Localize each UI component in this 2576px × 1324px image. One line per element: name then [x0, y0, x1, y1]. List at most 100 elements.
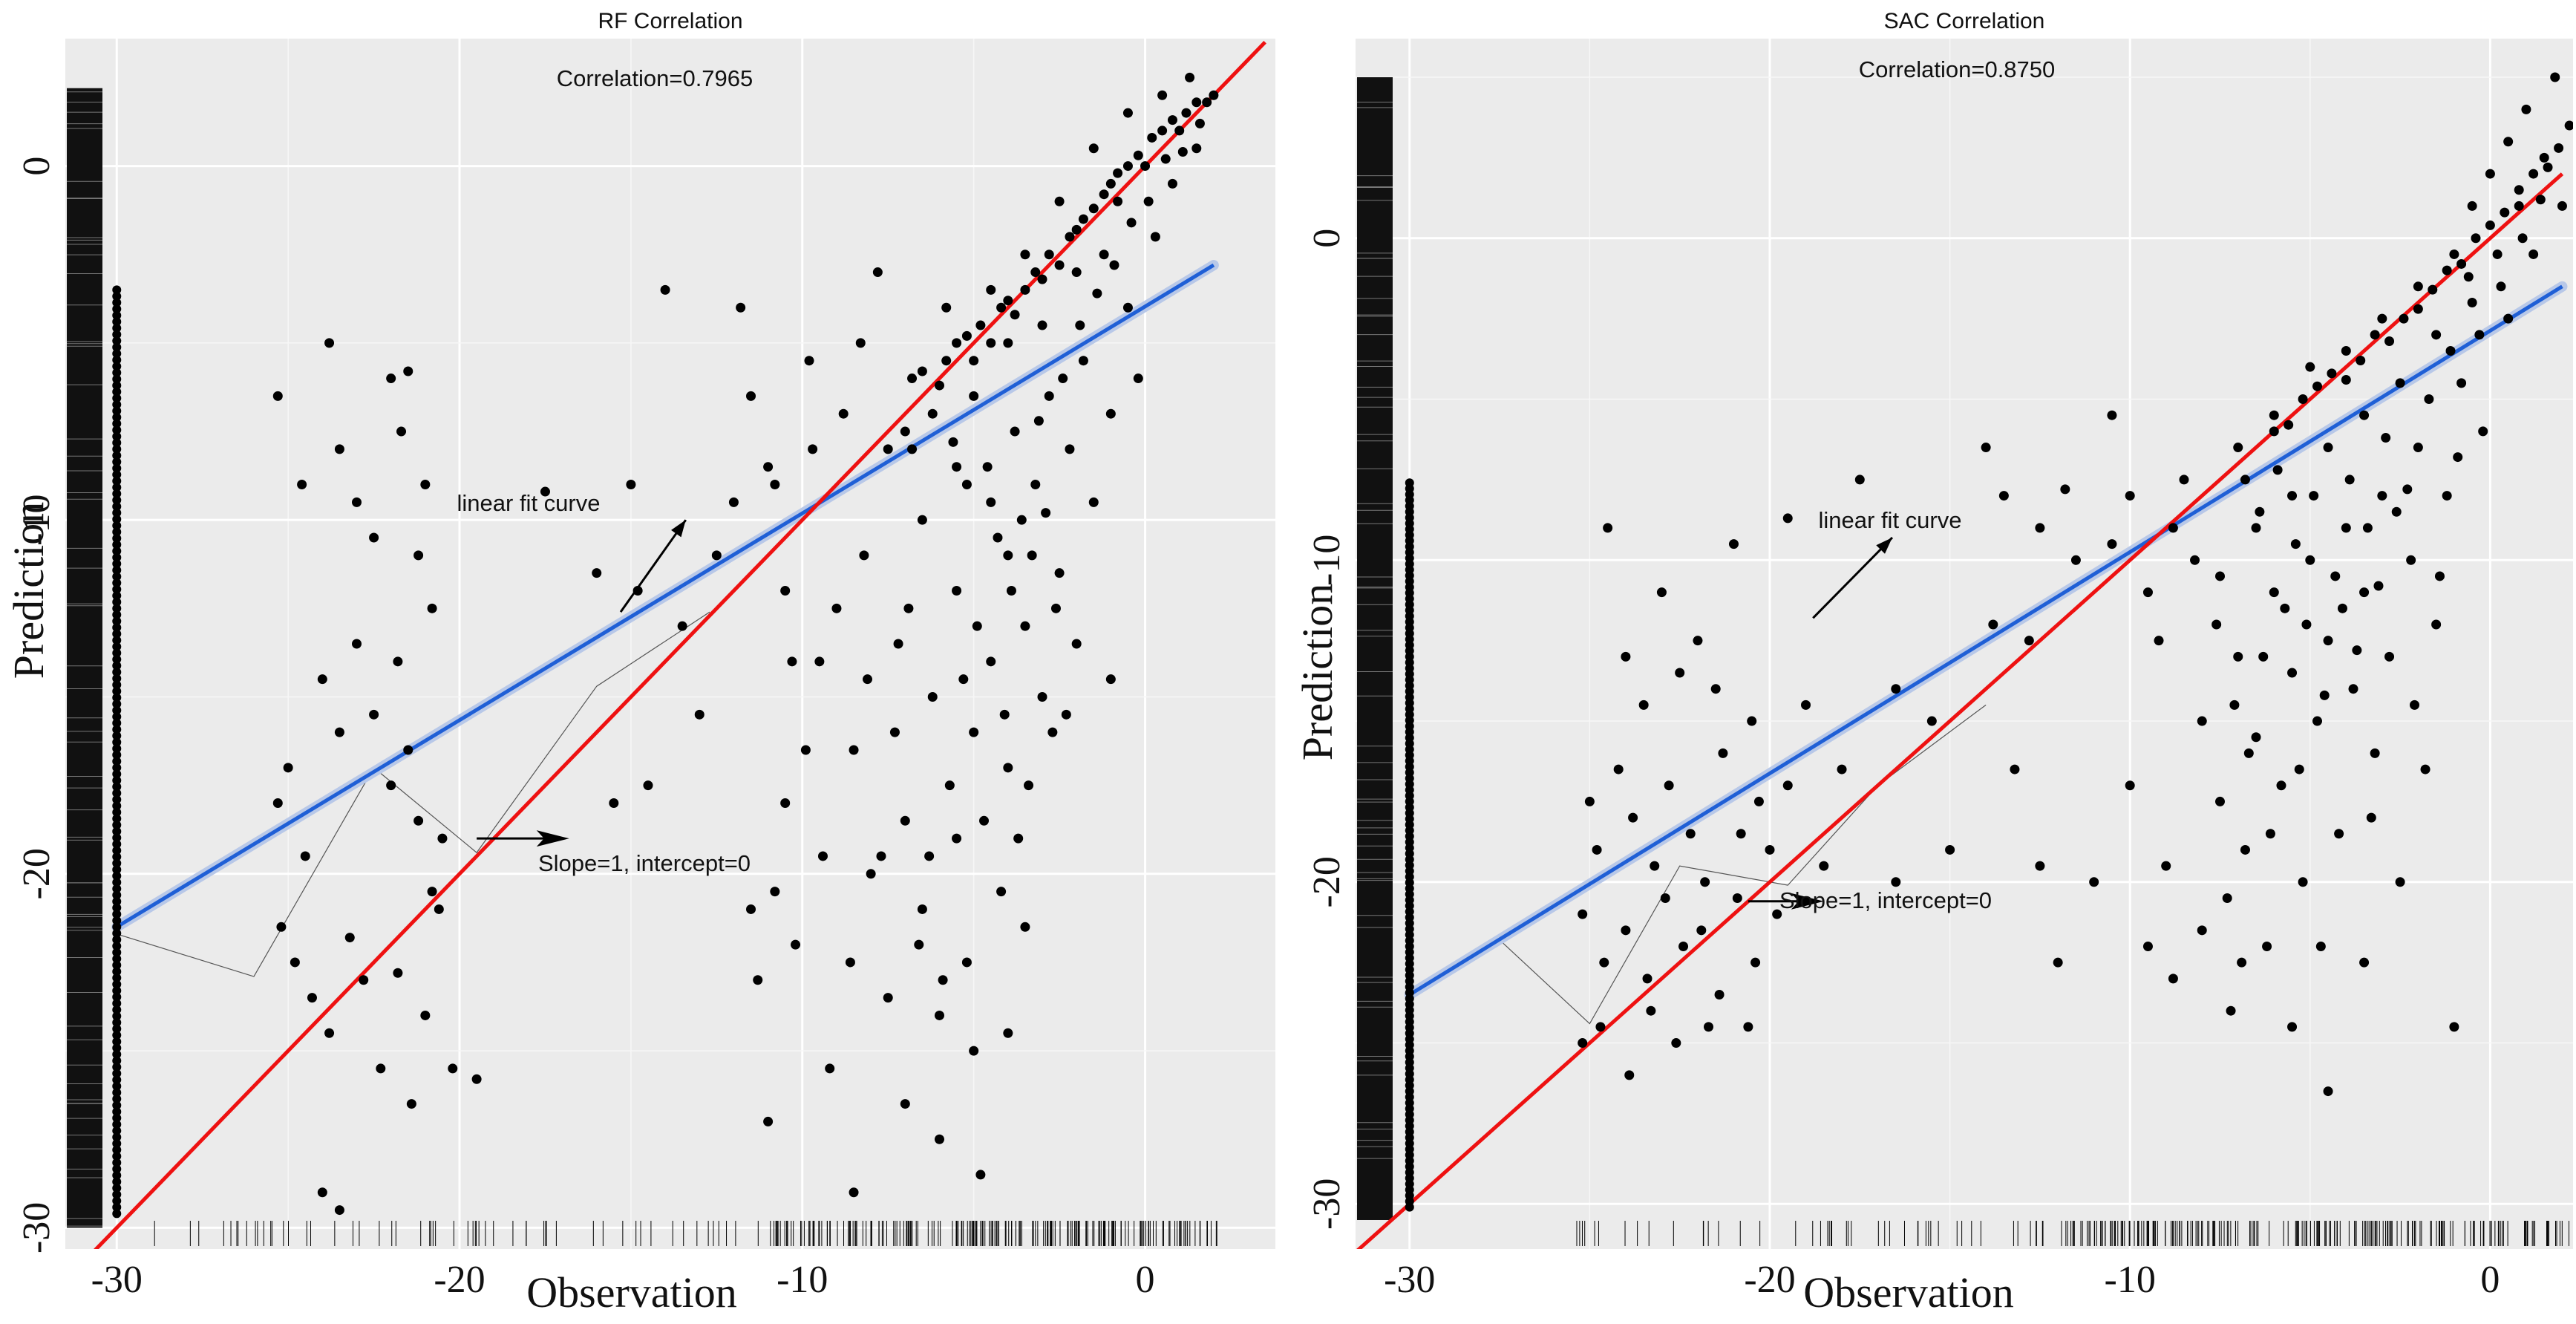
- data-point: [763, 1116, 774, 1126]
- data-point: [999, 709, 1010, 720]
- data-point: [924, 851, 935, 861]
- data-point: [112, 457, 122, 467]
- data-point: [112, 502, 122, 512]
- data-point: [2142, 587, 2153, 598]
- data-point: [112, 1017, 122, 1027]
- rf-y-axis-title: Prediction: [4, 502, 53, 679]
- data-point: [1071, 267, 1082, 278]
- data-point: [1732, 893, 1742, 903]
- data-point: [112, 1164, 122, 1174]
- data-point: [2384, 336, 2395, 346]
- sac-identity-label: Slope=1, intercept=0: [1779, 887, 1992, 913]
- data-point: [2258, 651, 2269, 662]
- data-point: [1926, 716, 1937, 726]
- data-point: [2312, 381, 2323, 391]
- data-point: [2315, 942, 2326, 951]
- data-point: [112, 285, 122, 295]
- data-point: [975, 320, 986, 330]
- data-point: [1024, 780, 1034, 791]
- data-point: [787, 656, 797, 667]
- data-point: [1891, 877, 1901, 887]
- data-point: [2305, 555, 2315, 565]
- data-point: [1613, 764, 1624, 774]
- data-point: [1078, 356, 1088, 366]
- data-point: [283, 763, 293, 773]
- data-point: [112, 1094, 122, 1103]
- data-point: [900, 1099, 910, 1109]
- data-point: [746, 904, 756, 914]
- data-point: [817, 851, 828, 861]
- data-point: [1126, 218, 1137, 228]
- data-point: [112, 999, 122, 1008]
- data-point: [986, 497, 996, 507]
- data-point: [2287, 491, 2298, 501]
- data-point: [1065, 444, 1075, 454]
- data-point: [112, 795, 122, 804]
- data-point: [2060, 484, 2070, 495]
- y-tick-label: -20: [16, 848, 58, 899]
- data-point: [694, 709, 705, 720]
- data-point: [2214, 571, 2225, 581]
- data-point: [1772, 909, 1782, 919]
- data-point: [941, 302, 952, 313]
- data-point: [406, 1099, 416, 1109]
- data-point: [845, 957, 855, 968]
- data-point: [112, 463, 122, 473]
- rf-lines: [94, 41, 1266, 1249]
- data-point: [471, 1074, 482, 1084]
- data-point: [112, 342, 122, 352]
- data-point: [112, 610, 122, 619]
- data-point: [112, 922, 122, 932]
- data-point: [1147, 132, 1157, 143]
- data-point: [112, 1132, 122, 1142]
- data-point: [1584, 796, 1595, 806]
- data-point: [736, 302, 746, 313]
- data-point: [2089, 877, 2099, 887]
- data-point: [2226, 1005, 2236, 1016]
- data-point: [1033, 416, 1044, 426]
- data-point: [2370, 330, 2380, 340]
- data-point: [1006, 586, 1016, 596]
- data-point: [1603, 523, 1613, 533]
- data-point: [2276, 780, 2286, 791]
- data-point: [1714, 990, 1725, 1000]
- data-point: [944, 780, 955, 791]
- data-point: [1177, 147, 1188, 157]
- data-point: [2233, 651, 2243, 662]
- data-point: [112, 763, 122, 772]
- data-point: [2471, 233, 2481, 244]
- data-point: [2535, 195, 2546, 205]
- data-point: [2294, 764, 2304, 774]
- data-point: [112, 731, 122, 740]
- data-point: [112, 547, 122, 556]
- data-point: [1044, 391, 1054, 401]
- data-point: [344, 933, 355, 943]
- data-point: [979, 815, 990, 826]
- data-point: [2053, 957, 2063, 968]
- data-point: [626, 480, 636, 490]
- data-point: [2496, 281, 2506, 292]
- data-point: [2431, 330, 2442, 340]
- data-point: [952, 462, 962, 472]
- data-point: [2391, 506, 2402, 517]
- data-point: [1071, 224, 1082, 235]
- data-point: [982, 462, 993, 472]
- data-point: [112, 725, 122, 734]
- data-point: [2352, 645, 2362, 656]
- data-point: [112, 1145, 122, 1155]
- data-point: [2373, 581, 2384, 591]
- sac-lines: [1356, 172, 2568, 1249]
- data-point: [112, 737, 122, 747]
- data-point: [643, 780, 653, 791]
- data-point: [112, 412, 122, 422]
- data-point: [952, 338, 962, 348]
- data-point: [2434, 571, 2445, 581]
- data-point: [112, 648, 122, 658]
- data-point: [112, 1120, 122, 1129]
- data-point: [1037, 691, 1047, 702]
- data-point: [112, 1113, 122, 1123]
- data-point: [112, 807, 122, 817]
- data-point: [2456, 258, 2467, 269]
- data-point: [2514, 200, 2524, 211]
- data-point: [2467, 297, 2477, 307]
